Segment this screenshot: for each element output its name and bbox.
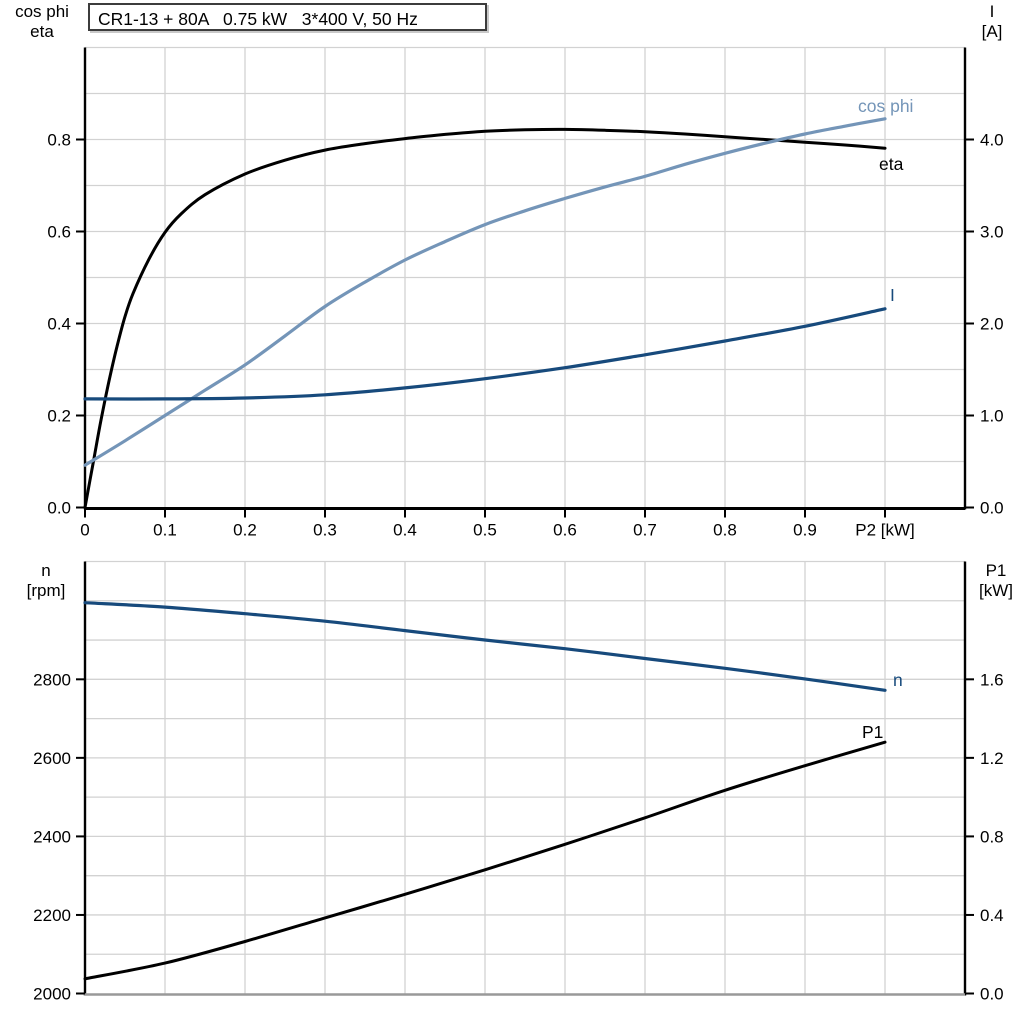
right-tick-label: 0.0 [980, 985, 1004, 1004]
axis-title-speed: n [41, 561, 51, 580]
series-curve-n [83, 601, 887, 692]
series-curve-P1 [83, 740, 887, 981]
right-tick-label: 0.4 [980, 906, 1004, 925]
right-tick-label: 1.2 [980, 749, 1004, 768]
right-tick-label: 2.0 [980, 315, 1004, 334]
right-tick-label: 1.6 [980, 670, 1004, 689]
axis-title-p1-unit: [kW] [979, 581, 1013, 600]
left-tick-label: 0.2 [47, 407, 71, 426]
x-tick-label: 0.3 [313, 521, 337, 540]
left-tick-label: 2400 [33, 827, 71, 846]
left-tick-label: 2800 [33, 670, 71, 689]
x-tick-label: 0.7 [633, 521, 657, 540]
series-curve-I [83, 307, 887, 401]
x-tick-label: 0.1 [153, 521, 177, 540]
series-label-cos-phi: cos phi [858, 96, 913, 116]
right-tick-label: 4.0 [980, 131, 1004, 150]
left-tick-label: 2600 [33, 749, 71, 768]
axis-title-speed-unit: [rpm] [26, 581, 66, 600]
axis-title-eta: eta [30, 22, 54, 41]
series-label-eta: eta [879, 154, 904, 174]
left-tick-label: 0.6 [47, 223, 71, 242]
left-tick-label: 0.0 [47, 499, 71, 518]
chart-title-box: CR1-13 + 80A 0.75 kW 3*400 V, 50 Hz [88, 3, 487, 31]
top-right-axis-title: I [A] [966, 2, 1018, 42]
axis-title-cos-phi: cos phi [15, 2, 69, 21]
top-left-axis-title: cos phi eta [2, 2, 82, 42]
x-axis-caption: P2 [kW] [855, 521, 915, 540]
right-tick-label: 0.8 [980, 827, 1004, 846]
right-tick-label: 3.0 [980, 223, 1004, 242]
series-curve-eta [83, 127, 887, 509]
x-tick-label: 0.4 [393, 521, 417, 540]
axis-title-current: I [989, 2, 995, 21]
x-tick-label: 0 [80, 521, 89, 540]
left-tick-label: 2000 [33, 985, 71, 1004]
bottom-left-axis-title: n [rpm] [17, 561, 75, 601]
series-curve-cos-phi [83, 117, 887, 467]
x-tick-label: 0.5 [473, 521, 497, 540]
axis-title-p1: P1 [985, 561, 1007, 580]
series-label-n: n [893, 670, 903, 690]
bottom-right-axis-title: P1 [kW] [971, 561, 1021, 601]
series-label-P1: P1 [862, 722, 883, 742]
right-tick-label: 1.0 [980, 407, 1004, 426]
left-tick-label: 0.8 [47, 131, 71, 150]
x-tick-label: 0.6 [553, 521, 577, 540]
left-tick-label: 0.4 [47, 315, 71, 334]
right-tick-label: 0.0 [980, 499, 1004, 518]
axis-title-current-unit: [A] [981, 22, 1003, 41]
left-tick-label: 2200 [33, 906, 71, 925]
x-tick-label: 0.8 [713, 521, 737, 540]
x-tick-label: 0.2 [233, 521, 257, 540]
x-tick-label: 0.9 [793, 521, 817, 540]
series-label-I: I [890, 285, 895, 305]
